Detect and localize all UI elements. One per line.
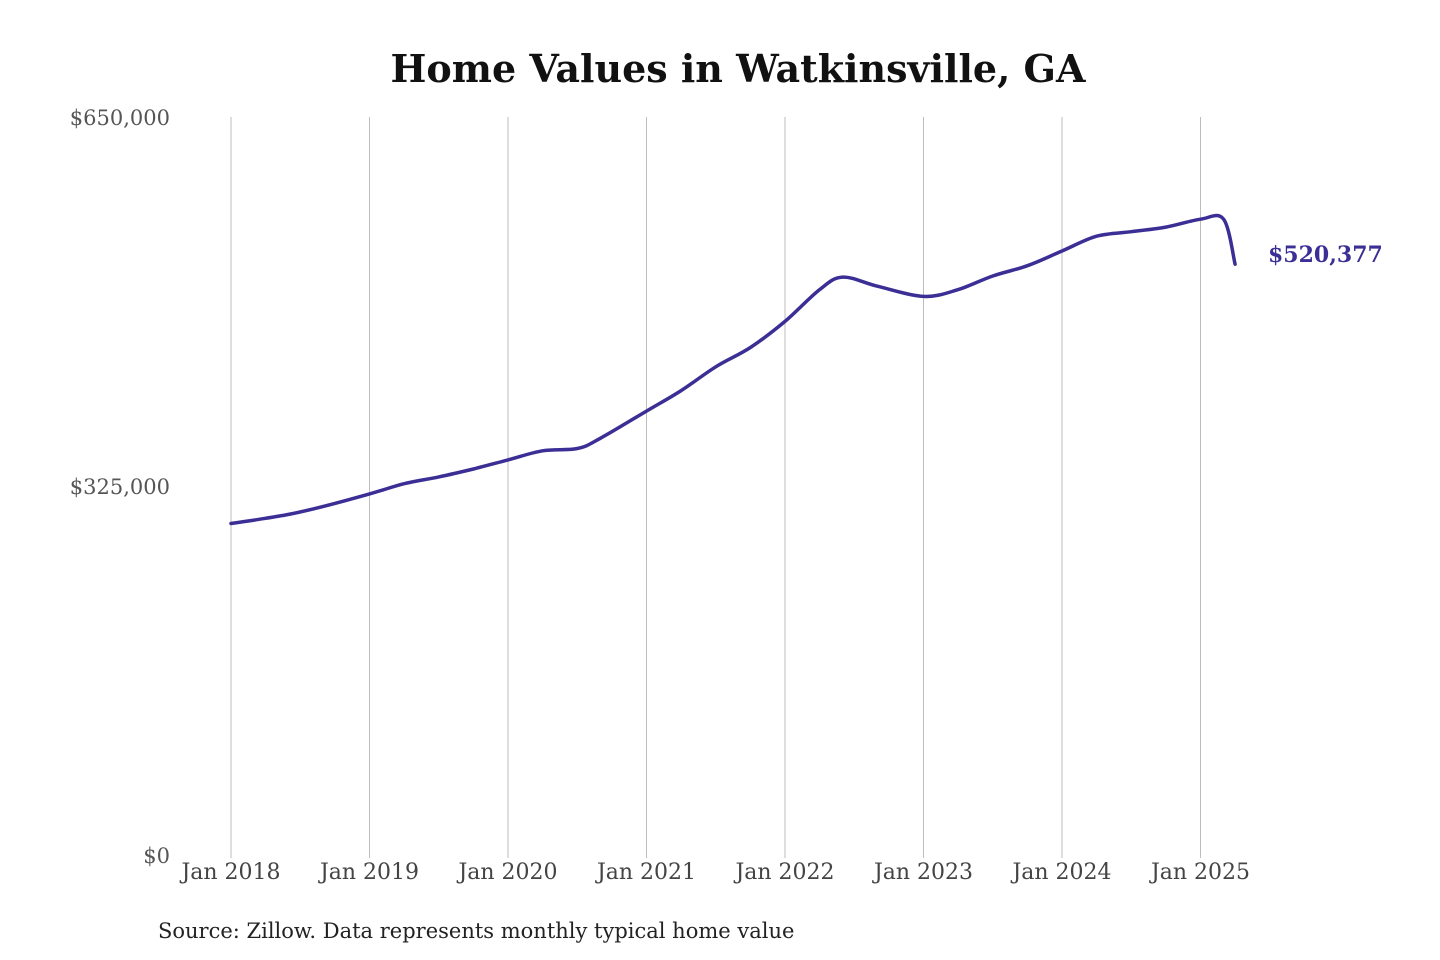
x-tick-label: Jan 2024	[1010, 860, 1111, 885]
x-axis-ticks: Jan 2018 Jan 2019 Jan 2020 Jan 2021 Jan 2022…	[179, 860, 1250, 885]
vertical-grid	[230, 117, 1201, 858]
chart-title: Home Values in Watkinsville, GA	[391, 46, 1086, 91]
y-axis-ticks: $0 $325,000 $650,000	[70, 106, 170, 868]
x-tick-label: Jan 2020	[456, 860, 557, 885]
x-tick-label: Jan 2021	[595, 860, 696, 885]
home-value-series-line	[229, 213, 1237, 526]
y-tick-label: $650,000	[70, 106, 170, 130]
x-tick-label: Jan 2025	[1149, 860, 1250, 885]
x-tick-label: Jan 2019	[318, 860, 419, 885]
x-tick-label: Jan 2023	[872, 860, 973, 885]
y-tick-label: $0	[143, 844, 170, 868]
latest-value-label: $520,377	[1268, 242, 1383, 268]
x-tick-label: Jan 2018	[179, 860, 280, 885]
source-note: Source: Zillow. Data represents monthly …	[158, 919, 794, 943]
x-tick-label: Jan 2022	[733, 860, 834, 885]
y-tick-label: $325,000	[70, 475, 170, 499]
